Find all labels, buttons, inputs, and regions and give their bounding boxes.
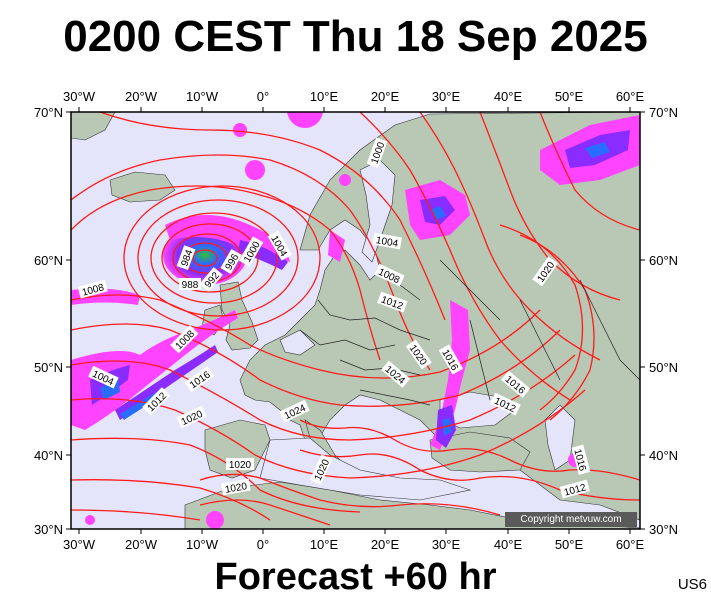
lat-label: 60°N <box>34 253 63 268</box>
lat-label: 70°N <box>649 105 678 120</box>
isobar-label: 988 <box>182 280 199 291</box>
lon-label: 10°E <box>310 89 339 104</box>
lat-label: 40°N <box>34 448 63 463</box>
longitude-labels-bottom: 30°W 20°W 10°W 0° 10°E 20°E 30°E 40°E 50… <box>63 537 644 552</box>
lon-label: 20°W <box>125 537 158 552</box>
lat-label: 70°N <box>34 105 63 120</box>
lat-label: 40°N <box>649 448 678 463</box>
map-frame <box>70 111 641 530</box>
land <box>71 112 640 529</box>
isobar-label: 1004 <box>375 235 399 250</box>
lon-label: 30°E <box>432 89 461 104</box>
lon-label: 0° <box>257 537 269 552</box>
lat-label: 30°N <box>649 522 678 537</box>
map-area <box>71 112 640 529</box>
latitude-labels-left: 70°N 60°N 50°N 40°N 30°N <box>34 105 63 537</box>
model-code: US6 <box>677 576 707 593</box>
isobar-label: 1020 <box>224 481 248 496</box>
lon-label: 30°W <box>63 89 96 104</box>
isobar-label: 1020 <box>229 460 252 471</box>
map-title: 0200 CEST Thu 18 Sep 2025 <box>63 12 648 61</box>
lon-label: 40°E <box>494 89 523 104</box>
lon-label: 40°E <box>494 537 523 552</box>
lon-label: 20°E <box>371 89 400 104</box>
borders <box>299 259 640 406</box>
lon-label: 20°E <box>371 537 400 552</box>
lon-label: 50°E <box>555 537 584 552</box>
copyright-badge: Copyright metvuw.com <box>505 512 637 527</box>
lon-label: 10°W <box>186 537 219 552</box>
axis-ticks <box>66 107 645 534</box>
lat-label: 30°N <box>34 522 63 537</box>
longitude-labels-top: 30°W 20°W 10°W 0° 10°E 20°E 30°E 40°E 50… <box>63 89 644 104</box>
lon-label: 30°W <box>63 537 96 552</box>
lon-label: 30°E <box>432 537 461 552</box>
lat-label: 60°N <box>649 253 678 268</box>
lon-label: 60°E <box>616 89 645 104</box>
lat-label: 50°N <box>649 360 678 375</box>
lon-label: 20°W <box>125 89 158 104</box>
lon-label: 10°E <box>310 537 339 552</box>
lon-label: 60°E <box>616 537 645 552</box>
forecast-label: Forecast +60 hr <box>214 556 497 598</box>
lat-label: 50°N <box>34 360 63 375</box>
lon-label: 50°E <box>555 89 584 104</box>
latitude-labels-right: 70°N 60°N 50°N 40°N 30°N <box>649 105 678 537</box>
lon-label: 0° <box>257 89 269 104</box>
lon-label: 10°W <box>186 89 219 104</box>
